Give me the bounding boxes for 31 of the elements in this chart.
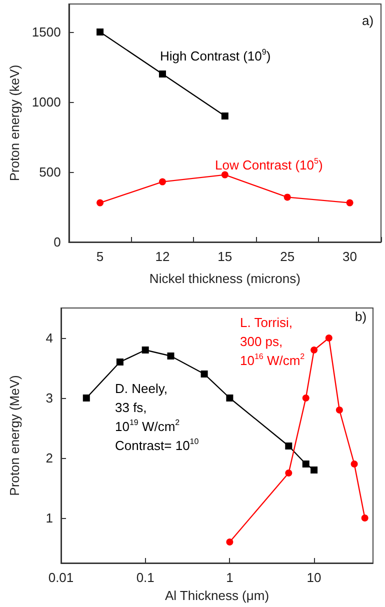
- x-tick-label: 0.1: [136, 570, 154, 585]
- x-tick-label: 10: [306, 570, 322, 585]
- x-tick-label: 15: [218, 249, 232, 264]
- x-tick-label: 0.01: [48, 570, 74, 585]
- x-axis-title: Nickel thickness (microns): [149, 271, 300, 286]
- x-tick-label: 30: [342, 249, 358, 264]
- point: [158, 70, 166, 78]
- y-tick-label: 500: [39, 164, 61, 180]
- y-axis-title: Proton energy (keV): [7, 64, 22, 182]
- y-tick-label: 3: [46, 390, 53, 406]
- point: [221, 171, 228, 178]
- y-tick-label: 0: [54, 234, 61, 250]
- point: [96, 28, 104, 36]
- y-tick-label: 1000: [32, 94, 61, 110]
- x-tick-label: 25: [280, 249, 295, 264]
- point: [96, 199, 104, 206]
- point: [284, 194, 291, 201]
- y-tick-label: 1: [46, 510, 53, 526]
- point: [221, 112, 228, 120]
- x-axis-title: Al Thickness (μm): [164, 588, 270, 603]
- y-tick-label: 2: [46, 450, 53, 466]
- y-tick-label: 1500: [32, 24, 61, 40]
- point: [158, 178, 166, 186]
- y-axis-title: Proton energy (MeV): [7, 375, 22, 496]
- x-tick-label: 1: [226, 570, 234, 585]
- annotation: a): [362, 13, 374, 28]
- point: [346, 199, 354, 206]
- annotation: b): [355, 309, 367, 324]
- x-tick-label: 12: [155, 249, 170, 264]
- y-tick-label: 4: [46, 330, 53, 346]
- x-tick-label: 5: [96, 249, 104, 264]
